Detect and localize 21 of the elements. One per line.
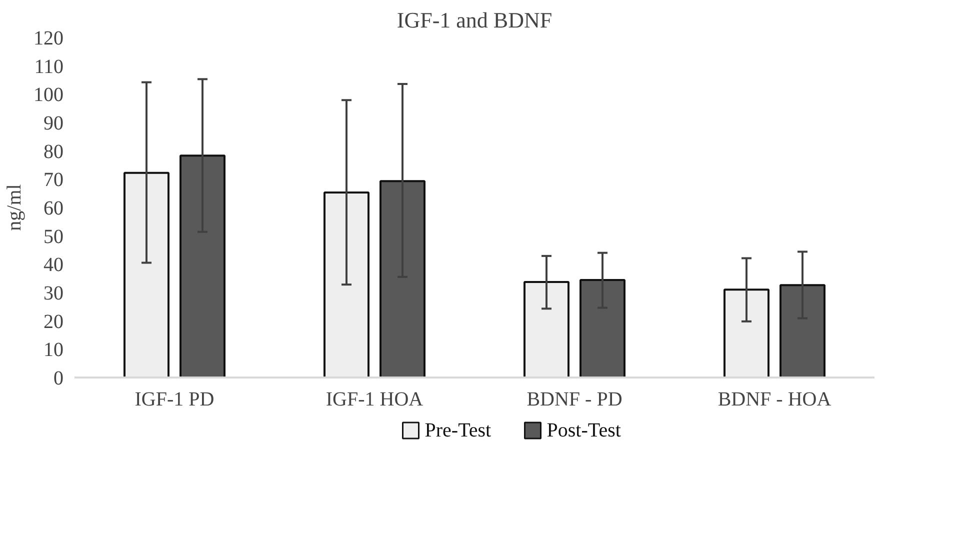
y-tick-label: 110 [34, 56, 64, 78]
y-tick-label: 40 [44, 254, 64, 276]
chart-title: IGF-1 and BDNF [396, 8, 552, 32]
y-tick-label: 20 [44, 310, 64, 333]
x-tick-label: IGF-1 HOA [326, 388, 424, 410]
legend-label: Post-Test [546, 420, 622, 442]
x-tick-label: IGF-1 PD [134, 388, 214, 410]
y-tick-label: 90 [44, 112, 64, 134]
x-tick-label: BDNF - HOA [718, 388, 832, 410]
y-axis-title: ng/ml [4, 184, 26, 231]
y-tick-label: 100 [34, 84, 64, 106]
y-tick-label: 60 [44, 198, 64, 220]
y-tick-label: 70 [44, 169, 64, 192]
y-tick-label: 10 [44, 339, 64, 362]
x-tick-label: BDNF - PD [526, 388, 622, 410]
legend-label: Pre-Test [424, 420, 492, 442]
y-tick-label: 50 [44, 226, 64, 248]
y-tick-label: 30 [44, 282, 64, 304]
y-tick-label: 80 [44, 140, 64, 163]
y-tick-label: 120 [34, 28, 64, 50]
y-tick-label: 0 [54, 368, 64, 390]
